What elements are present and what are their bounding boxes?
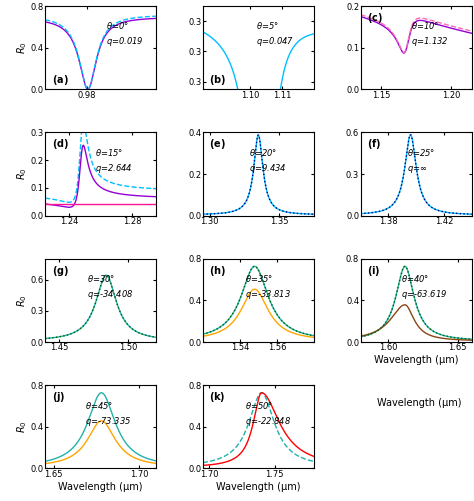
- Text: $\bf{(g)}$: $\bf{(g)}$: [52, 264, 69, 278]
- Text: $\bf{(k)}$: $\bf{(k)}$: [210, 390, 226, 404]
- Y-axis label: $R_0$: $R_0$: [15, 420, 29, 433]
- Text: $\theta$=10°: $\theta$=10°: [410, 21, 439, 31]
- Text: $\bf{(a)}$: $\bf{(a)}$: [52, 73, 68, 87]
- Text: $\theta$=35°: $\theta$=35°: [245, 273, 273, 284]
- Text: $q$=0.047: $q$=0.047: [256, 35, 294, 48]
- Text: $\theta$=45°: $\theta$=45°: [85, 400, 113, 410]
- Text: $q$=-34.408: $q$=-34.408: [87, 288, 134, 301]
- Text: $\bf{(h)}$: $\bf{(h)}$: [210, 264, 227, 278]
- Text: $\theta$=40°: $\theta$=40°: [401, 273, 428, 284]
- Text: $\theta$=0°: $\theta$=0°: [106, 21, 129, 31]
- Text: $\theta$=30°: $\theta$=30°: [87, 273, 116, 284]
- Text: $q$=1.132: $q$=1.132: [410, 35, 448, 48]
- Text: $\theta$=50°: $\theta$=50°: [245, 400, 273, 410]
- Text: $q$=9.434: $q$=9.434: [249, 162, 287, 175]
- Text: $\theta$=25°: $\theta$=25°: [407, 147, 436, 158]
- Text: $q$=-33.813: $q$=-33.813: [245, 288, 291, 301]
- X-axis label: Wavelength (μm): Wavelength (μm): [216, 481, 301, 491]
- Text: $\theta$=20°: $\theta$=20°: [249, 147, 278, 158]
- Text: Wavelength (μm): Wavelength (μm): [377, 398, 462, 408]
- Text: $\theta$=5°: $\theta$=5°: [256, 21, 279, 31]
- Text: $q$=-73.335: $q$=-73.335: [85, 414, 131, 427]
- X-axis label: Wavelength (μm): Wavelength (μm): [58, 481, 143, 491]
- Text: $\bf{(j)}$: $\bf{(j)}$: [52, 390, 65, 404]
- Text: $\bf{(e)}$: $\bf{(e)}$: [210, 137, 226, 151]
- Text: $q$=0.019: $q$=0.019: [106, 35, 144, 48]
- Text: $\bf{(c)}$: $\bf{(c)}$: [367, 11, 383, 25]
- Text: $\bf{(d)}$: $\bf{(d)}$: [52, 137, 69, 151]
- Text: $\bf{(f)}$: $\bf{(f)}$: [367, 137, 382, 151]
- Text: $\theta$=15°: $\theta$=15°: [95, 147, 123, 158]
- Text: $\bf{(b)}$: $\bf{(b)}$: [210, 73, 227, 87]
- X-axis label: Wavelength (μm): Wavelength (μm): [374, 355, 458, 365]
- Text: $\bf{(i)}$: $\bf{(i)}$: [367, 264, 381, 278]
- Y-axis label: $R_0$: $R_0$: [15, 41, 29, 54]
- Text: $q$=-63.619: $q$=-63.619: [401, 288, 447, 301]
- Y-axis label: $R_0$: $R_0$: [15, 168, 29, 180]
- Y-axis label: $R_0$: $R_0$: [15, 294, 29, 307]
- Text: $q$=2.644: $q$=2.644: [95, 162, 133, 175]
- Text: $q$=∞: $q$=∞: [407, 164, 428, 175]
- Text: $q$=-22.848: $q$=-22.848: [245, 414, 291, 427]
